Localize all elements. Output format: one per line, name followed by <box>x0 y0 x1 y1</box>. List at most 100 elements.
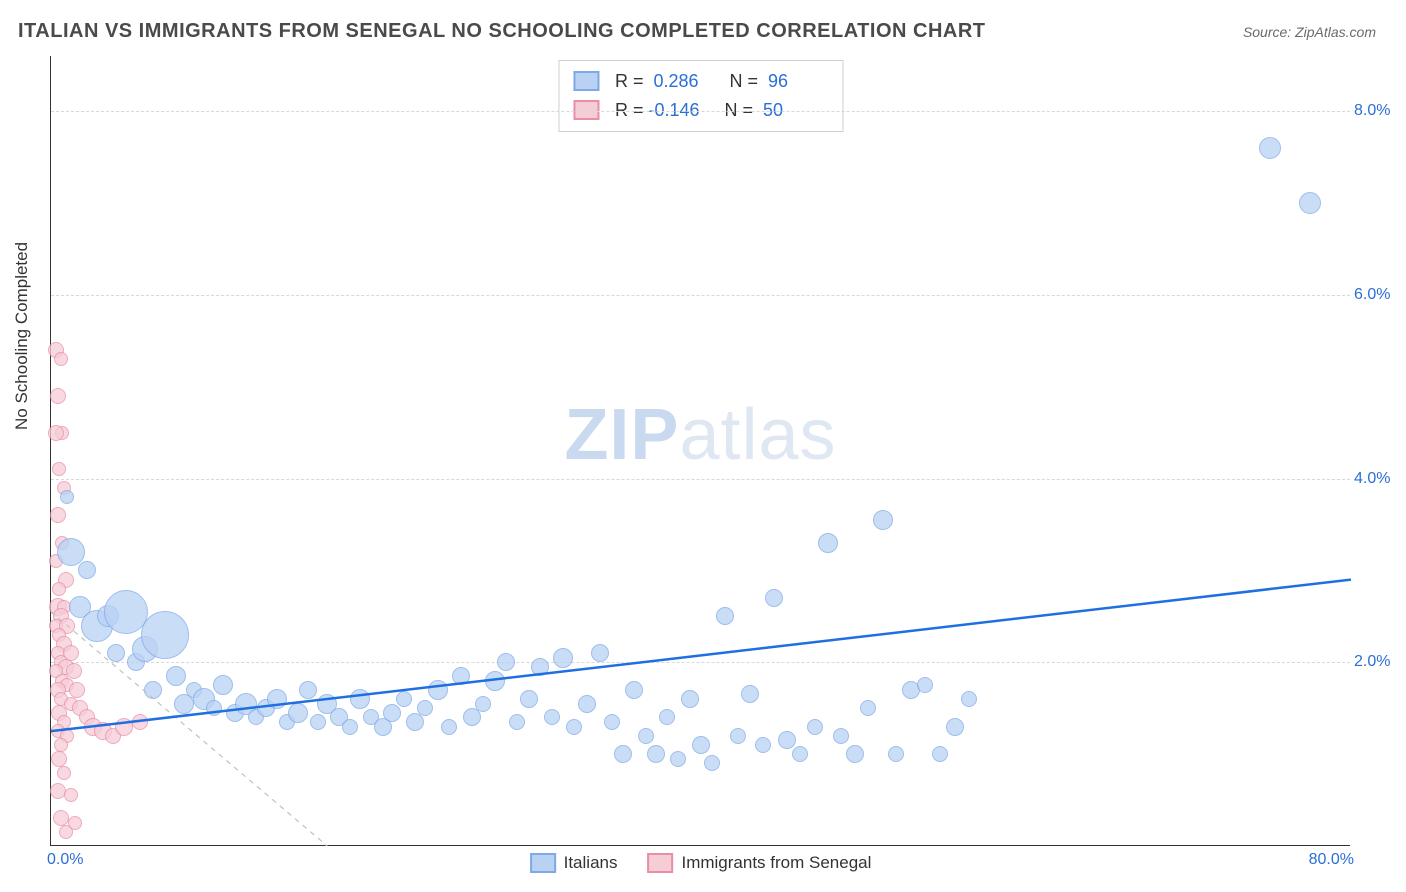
data-point-a <box>141 611 189 659</box>
data-point-a <box>441 719 457 735</box>
series-legend: Italians Immigrants from Senegal <box>530 853 872 873</box>
data-point-a <box>670 751 686 767</box>
data-point-a <box>463 708 481 726</box>
data-point-a <box>206 700 222 716</box>
data-point-a <box>475 696 491 712</box>
data-point-a <box>485 671 505 691</box>
data-point-a <box>704 755 720 771</box>
legend-item-b: Immigrants from Senegal <box>647 853 871 873</box>
data-point-a <box>604 714 620 730</box>
data-point-a <box>614 745 632 763</box>
data-point-a <box>78 561 96 579</box>
data-point-a <box>107 644 125 662</box>
stats-legend: R = 0.286 N = 96 R = -0.146 N = 50 <box>558 60 843 132</box>
gridline <box>51 479 1350 480</box>
stats-row-a: R = 0.286 N = 96 <box>573 67 828 96</box>
data-point-a <box>932 746 948 762</box>
data-point-a <box>310 714 326 730</box>
swatch-a-icon <box>530 853 556 873</box>
data-point-a <box>531 658 549 676</box>
y-axis-label: No Schooling Completed <box>12 242 32 430</box>
data-point-b <box>48 425 64 441</box>
data-point-a <box>166 666 186 686</box>
swatch-b-icon <box>647 853 673 873</box>
data-point-a <box>566 719 582 735</box>
plot-area: ZIPatlas R = 0.286 N = 96 R = -0.146 N =… <box>50 56 1350 846</box>
data-point-a <box>765 589 783 607</box>
data-point-b <box>53 810 69 826</box>
legend-label-a: Italians <box>564 853 618 873</box>
source-attribution: Source: ZipAtlas.com <box>1243 24 1376 40</box>
y-tick: 6.0% <box>1354 286 1400 304</box>
y-tick: 4.0% <box>1354 470 1400 488</box>
data-point-b <box>52 582 66 596</box>
data-point-a <box>60 490 74 504</box>
data-point-a <box>961 691 977 707</box>
chart-title: ITALIAN VS IMMIGRANTS FROM SENEGAL NO SC… <box>18 20 986 43</box>
data-point-b <box>50 388 66 404</box>
y-tick: 2.0% <box>1354 653 1400 671</box>
data-point-b <box>51 751 67 767</box>
legend-item-a: Italians <box>530 853 618 873</box>
data-point-a <box>807 719 823 735</box>
data-point-a <box>267 689 287 709</box>
data-point-a <box>57 538 85 566</box>
data-point-a <box>383 704 401 722</box>
swatch-series-a <box>573 71 599 91</box>
data-point-a <box>553 648 573 668</box>
x-tick-max: 80.0% <box>1309 851 1354 869</box>
x-tick-min: 0.0% <box>47 851 83 869</box>
data-point-a <box>497 653 515 671</box>
data-point-a <box>716 607 734 625</box>
data-point-b <box>115 718 133 736</box>
data-point-a <box>1259 137 1281 159</box>
watermark: ZIPatlas <box>564 394 836 476</box>
data-point-a <box>452 667 470 685</box>
trend-overlay <box>51 56 1351 846</box>
data-point-a <box>681 690 699 708</box>
data-point-a <box>342 719 358 735</box>
data-point-a <box>638 728 654 744</box>
data-point-b <box>50 507 66 523</box>
data-point-a <box>888 746 904 762</box>
data-point-a <box>647 745 665 763</box>
data-point-a <box>860 700 876 716</box>
data-point-a <box>299 681 317 699</box>
gridline <box>51 295 1350 296</box>
data-point-a <box>591 644 609 662</box>
data-point-a <box>417 700 433 716</box>
data-point-a <box>917 677 933 693</box>
data-point-b <box>54 352 68 366</box>
data-point-b <box>64 788 78 802</box>
data-point-a <box>288 703 308 723</box>
data-point-a <box>520 690 538 708</box>
gridline <box>51 111 1350 112</box>
data-point-a <box>692 736 710 754</box>
data-point-b <box>57 766 71 780</box>
data-point-a <box>755 737 771 753</box>
data-point-a <box>778 731 796 749</box>
data-point-a <box>846 745 864 763</box>
data-point-a <box>144 681 162 699</box>
data-point-a <box>873 510 893 530</box>
data-point-a <box>946 718 964 736</box>
data-point-a <box>428 680 448 700</box>
data-point-a <box>396 691 412 707</box>
data-point-a <box>792 746 808 762</box>
data-point-a <box>730 728 746 744</box>
data-point-a <box>625 681 643 699</box>
data-point-a <box>741 685 759 703</box>
data-point-a <box>509 714 525 730</box>
data-point-b <box>68 816 82 830</box>
data-point-a <box>213 675 233 695</box>
data-point-a <box>350 689 370 709</box>
data-point-a <box>544 709 560 725</box>
data-point-b <box>69 682 85 698</box>
data-point-b <box>132 714 148 730</box>
data-point-a <box>578 695 596 713</box>
data-point-b <box>54 738 68 752</box>
y-tick: 8.0% <box>1354 102 1400 120</box>
data-point-a <box>1299 192 1321 214</box>
data-point-a <box>659 709 675 725</box>
gridline <box>51 662 1350 663</box>
